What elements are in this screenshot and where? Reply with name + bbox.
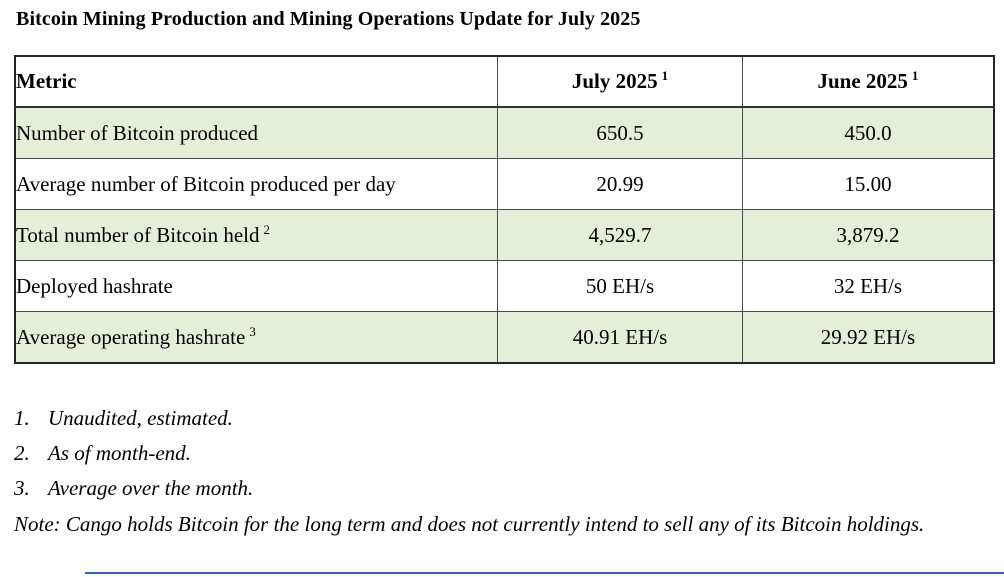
column-header-june-2025: June 2025 1 — [741, 55, 995, 108]
july-value-cell: 50 EH/s — [497, 260, 743, 312]
footnotes-section: 1. Unaudited, estimated. 2. As of month-… — [14, 401, 995, 542]
footnote-text: Unaudited, estimated. — [48, 406, 233, 430]
july-value-cell: 40.91 EH/s — [497, 311, 743, 364]
footnote-ref-3: 3 — [249, 323, 256, 339]
footnote-ref-2: 2 — [263, 221, 270, 237]
june-value-cell: 32 EH/s — [741, 260, 995, 312]
footnote-number: 1. — [14, 406, 30, 430]
metric-label-cell: Average number of Bitcoin produced per d… — [14, 158, 499, 210]
footnote-text: As of month-end. — [48, 441, 191, 465]
footnote-number: 3. — [14, 476, 30, 500]
table-row: Number of Bitcoin produced 650.5 450.0 — [14, 106, 995, 159]
metric-label-cell: Number of Bitcoin produced — [14, 106, 499, 159]
column-header-metric: Metric — [14, 55, 499, 108]
table-row: Total number of Bitcoin held 2 4,529.7 3,… — [14, 209, 995, 261]
metric-label-cell: Total number of Bitcoin held 2 — [14, 209, 499, 261]
footnote-ref-1: 1 — [661, 68, 669, 83]
june-value-cell: 15.00 — [741, 158, 995, 210]
note-paragraph: Note: Cango holds Bitcoin for the long t… — [14, 512, 925, 536]
table-body: Number of Bitcoin produced 650.5 450.0 A… — [14, 106, 995, 364]
metric-label: Deployed hashrate — [16, 273, 173, 298]
bottom-accent-line — [85, 572, 1004, 574]
june-value-cell: 29.92 EH/s — [741, 311, 995, 364]
footnote-text: Average over the month. — [48, 476, 254, 500]
metrics-table: Metric July 2025 1 June 2025 1 Number of B… — [14, 55, 995, 364]
table-header: Metric July 2025 1 June 2025 1 — [14, 55, 995, 108]
table-row: Average number of Bitcoin produced per d… — [14, 158, 995, 210]
metric-label-cell: Deployed hashrate — [14, 260, 499, 312]
header-row: Metric July 2025 1 June 2025 1 — [14, 55, 995, 108]
column-header-label: June 2025 — [817, 69, 908, 93]
column-header-label: Metric — [16, 69, 77, 93]
metric-label: Average operating hashrate — [16, 324, 246, 349]
table-row: Deployed hashrate 50 EH/s 32 EH/s — [14, 260, 995, 312]
footnote-3: 3. Average over the month. — [14, 471, 995, 506]
footnote-2: 2. As of month-end. — [14, 436, 995, 471]
june-value-cell: 450.0 — [741, 106, 995, 159]
metric-label: Average number of Bitcoin produced per d… — [16, 171, 396, 196]
june-value-cell: 3,879.2 — [741, 209, 995, 261]
metric-label: Total number of Bitcoin held — [16, 222, 260, 247]
page-title: Bitcoin Mining Production and Mining Ope… — [16, 8, 641, 30]
july-value-cell: 20.99 — [497, 158, 743, 210]
mining-metrics-table: Metric July 2025 1 June 2025 1 Number of B… — [14, 55, 995, 364]
footnote-ref-1: 1 — [911, 68, 919, 83]
july-value-cell: 650.5 — [497, 106, 743, 159]
footnote-1: 1. Unaudited, estimated. — [14, 401, 995, 436]
metric-label: Number of Bitcoin produced — [16, 120, 259, 145]
july-value-cell: 4,529.7 — [497, 209, 743, 261]
column-header-july-2025: July 2025 1 — [497, 55, 743, 108]
footnote-number: 2. — [14, 441, 30, 465]
table-row: Average operating hashrate 3 40.91 EH/s 2… — [14, 311, 995, 364]
column-header-label: July 2025 — [571, 69, 658, 93]
metric-label-cell: Average operating hashrate 3 — [14, 311, 499, 364]
